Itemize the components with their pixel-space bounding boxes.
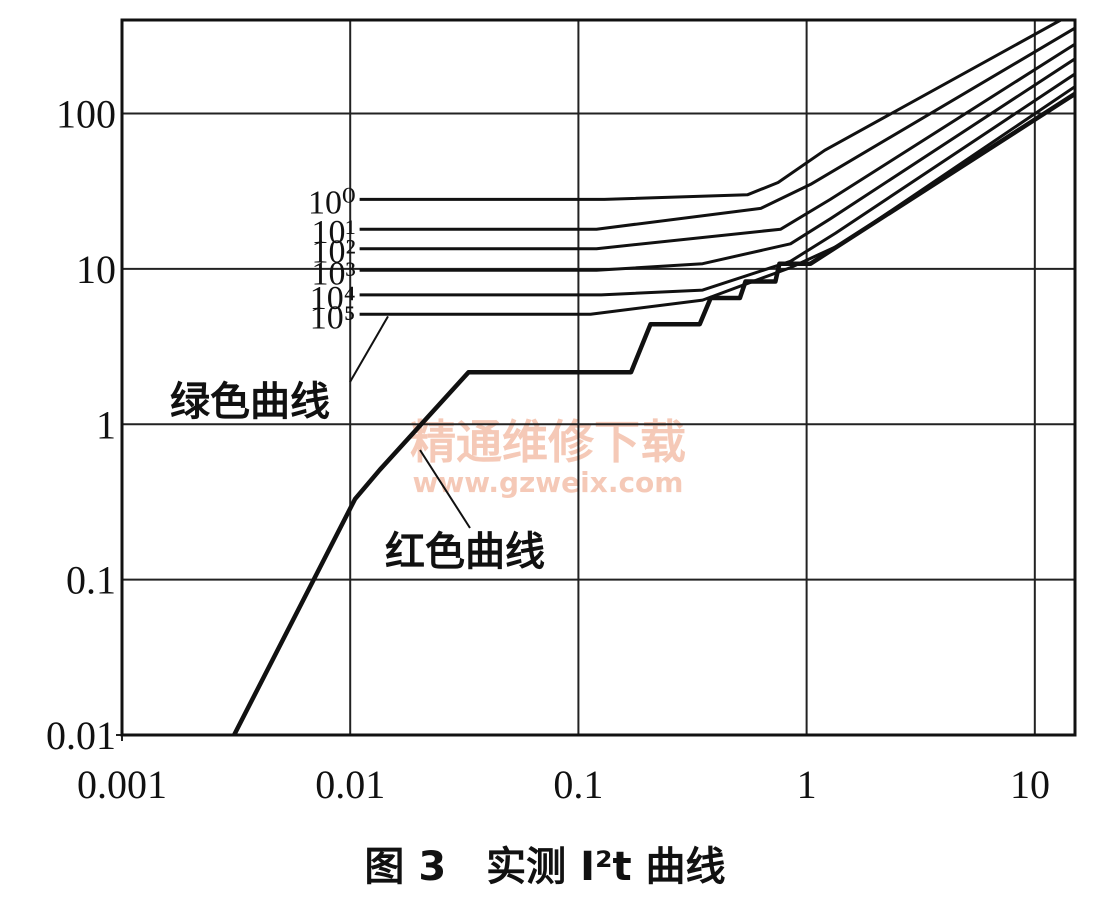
series-label: 10¹: [311, 214, 355, 251]
y-tick-label: 100: [56, 92, 116, 137]
curve: [359, 20, 1062, 201]
x-tick-label: 0.001: [77, 762, 167, 807]
chart-caption: 图 3 实测 I²t 曲线: [364, 844, 725, 890]
curve: [359, 57, 1075, 272]
series-label: 10⁴: [310, 280, 356, 317]
leader-line: [419, 449, 471, 529]
plot-frame: [120, 18, 1077, 737]
series-label: 10²: [311, 234, 355, 271]
curve: [232, 91, 1075, 735]
watermark: 精通维修下载: [410, 415, 686, 469]
y-tick-label: 1: [96, 402, 116, 447]
x-tick-label: 0.1: [553, 762, 603, 807]
leader-line: [349, 315, 389, 383]
series-label: 10³: [311, 255, 355, 292]
series-label: 红色曲线: [385, 529, 545, 575]
curve: [359, 26, 1075, 231]
y-tick-label: 0.1: [66, 558, 116, 603]
series-label: 10⁰: [308, 184, 356, 221]
curve: [359, 72, 1075, 297]
y-tick-label: 10: [76, 247, 116, 292]
curve: [359, 42, 1075, 251]
x-tick-label: 1: [797, 762, 817, 807]
annotation: 绿色曲线: [170, 379, 330, 425]
watermark: www.gzweix.com: [413, 466, 684, 499]
x-tick-label: 10: [1010, 762, 1050, 807]
y-tick-label: 0.01: [46, 713, 116, 758]
x-tick-label: 0.01: [315, 762, 385, 807]
series-label: 10⁵: [310, 299, 356, 336]
